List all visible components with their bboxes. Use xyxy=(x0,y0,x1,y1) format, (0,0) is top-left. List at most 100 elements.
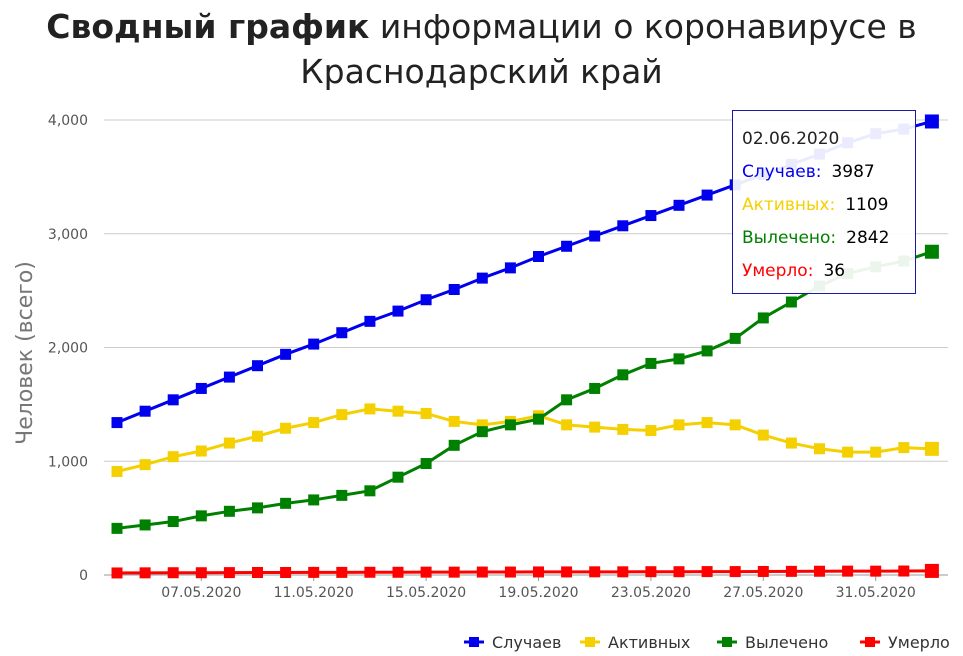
data-point[interactable] xyxy=(139,519,151,531)
data-point[interactable] xyxy=(392,405,404,417)
data-point[interactable] xyxy=(167,567,179,579)
data-point[interactable] xyxy=(870,446,882,458)
data-point[interactable] xyxy=(924,244,939,259)
data-point[interactable] xyxy=(448,439,460,451)
legend-label[interactable]: Случаев xyxy=(492,633,561,652)
data-point[interactable] xyxy=(336,409,348,421)
data-point[interactable] xyxy=(308,494,320,506)
data-point[interactable] xyxy=(420,566,432,578)
data-point[interactable] xyxy=(645,357,657,369)
data-point[interactable] xyxy=(504,262,516,274)
legend-label[interactable]: Активных xyxy=(608,633,690,652)
data-point[interactable] xyxy=(111,465,123,477)
data-point[interactable] xyxy=(673,199,685,211)
data-point[interactable] xyxy=(476,426,488,438)
data-point[interactable] xyxy=(195,445,207,457)
data-point[interactable] xyxy=(814,443,825,455)
data-point[interactable] xyxy=(280,497,292,509)
legend-label[interactable]: Умерло xyxy=(888,633,950,652)
data-point[interactable] xyxy=(533,566,544,578)
data-point[interactable] xyxy=(589,421,601,433)
data-point[interactable] xyxy=(392,305,404,317)
data-point[interactable] xyxy=(617,423,629,435)
data-point[interactable] xyxy=(336,566,348,578)
data-point[interactable] xyxy=(898,565,910,577)
data-point[interactable] xyxy=(673,419,685,431)
data-point[interactable] xyxy=(448,415,460,427)
data-point[interactable] xyxy=(420,458,432,470)
data-point[interactable] xyxy=(561,394,573,406)
data-point[interactable] xyxy=(589,382,601,394)
data-point[interactable] xyxy=(785,296,797,308)
data-point[interactable] xyxy=(336,327,348,339)
data-point[interactable] xyxy=(139,459,151,471)
data-point[interactable] xyxy=(280,348,292,360)
data-point[interactable] xyxy=(561,566,573,578)
data-point[interactable] xyxy=(308,417,320,429)
data-point[interactable] xyxy=(645,566,657,578)
data-point[interactable] xyxy=(195,382,207,394)
data-point[interactable] xyxy=(533,413,544,425)
data-point[interactable] xyxy=(364,485,376,497)
data-point[interactable] xyxy=(617,566,629,578)
data-point[interactable] xyxy=(842,565,854,577)
data-point[interactable] xyxy=(561,240,573,252)
data-point[interactable] xyxy=(111,417,123,429)
data-point[interactable] xyxy=(364,403,376,415)
data-point[interactable] xyxy=(701,566,713,578)
data-point[interactable] xyxy=(280,566,292,578)
data-point[interactable] xyxy=(167,394,179,406)
data-point[interactable] xyxy=(195,510,207,522)
data-point[interactable] xyxy=(252,566,263,578)
data-point[interactable] xyxy=(364,315,376,327)
data-point[interactable] xyxy=(364,566,376,578)
data-point[interactable] xyxy=(252,360,263,372)
data-point[interactable] xyxy=(673,566,685,578)
data-point[interactable] xyxy=(223,505,235,517)
data-point[interactable] xyxy=(924,114,939,129)
data-point[interactable] xyxy=(701,345,713,357)
data-point[interactable] xyxy=(842,446,854,458)
data-point[interactable] xyxy=(870,565,882,577)
data-point[interactable] xyxy=(924,441,939,456)
data-point[interactable] xyxy=(420,294,432,306)
data-point[interactable] xyxy=(701,417,713,429)
data-point[interactable] xyxy=(392,471,404,483)
data-point[interactable] xyxy=(223,437,235,449)
data-point[interactable] xyxy=(617,369,629,381)
data-point[interactable] xyxy=(223,567,235,579)
data-point[interactable] xyxy=(589,230,601,242)
data-point[interactable] xyxy=(476,419,488,431)
data-point[interactable] xyxy=(814,565,825,577)
data-point[interactable] xyxy=(898,442,910,454)
data-point[interactable] xyxy=(476,272,488,284)
data-point[interactable] xyxy=(504,566,516,578)
data-point[interactable] xyxy=(785,565,797,577)
data-point[interactable] xyxy=(924,563,939,578)
data-point[interactable] xyxy=(111,522,123,534)
data-point[interactable] xyxy=(448,283,460,295)
data-point[interactable] xyxy=(701,189,713,201)
data-point[interactable] xyxy=(167,516,179,528)
data-point[interactable] xyxy=(785,437,797,449)
data-point[interactable] xyxy=(504,419,516,431)
data-point[interactable] xyxy=(729,419,741,431)
data-point[interactable] xyxy=(420,407,432,419)
data-point[interactable] xyxy=(533,251,544,262)
data-point[interactable] xyxy=(139,405,151,417)
data-point[interactable] xyxy=(111,567,123,579)
data-point[interactable] xyxy=(561,419,573,431)
data-point[interactable] xyxy=(336,489,348,501)
data-point[interactable] xyxy=(308,338,320,350)
data-point[interactable] xyxy=(252,502,263,514)
data-point[interactable] xyxy=(757,565,769,577)
data-point[interactable] xyxy=(139,567,151,579)
data-point[interactable] xyxy=(729,332,741,344)
data-point[interactable] xyxy=(617,220,629,232)
data-point[interactable] xyxy=(645,210,657,222)
data-point[interactable] xyxy=(167,451,179,463)
data-point[interactable] xyxy=(252,430,263,442)
data-point[interactable] xyxy=(757,312,769,324)
data-point[interactable] xyxy=(729,566,741,578)
data-point[interactable] xyxy=(476,566,488,578)
